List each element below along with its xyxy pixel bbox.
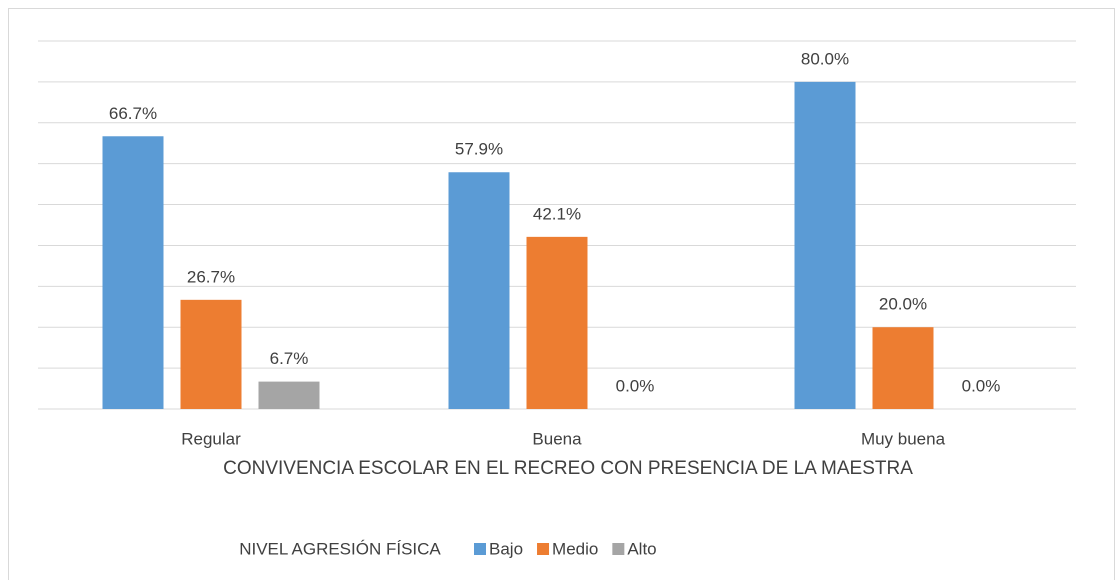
bar bbox=[180, 299, 242, 409]
data-label: 0.0% bbox=[962, 376, 1001, 395]
bar bbox=[102, 136, 164, 409]
data-label: 42.1% bbox=[533, 204, 581, 223]
data-label: 80.0% bbox=[801, 49, 849, 68]
chart-border bbox=[8, 8, 1115, 580]
x-axis-title: CONVIVENCIA ESCOLAR EN EL RECREO CON PRE… bbox=[223, 458, 913, 479]
data-label: 6.7% bbox=[270, 349, 309, 368]
bar bbox=[794, 81, 856, 409]
legend-label: Bajo bbox=[489, 539, 523, 558]
data-label: 66.7% bbox=[109, 104, 157, 123]
bar bbox=[258, 381, 320, 409]
bar bbox=[526, 236, 588, 409]
x-tick-label: Muy buena bbox=[861, 429, 946, 448]
x-tick-label: Buena bbox=[532, 429, 582, 448]
data-label: 0.0% bbox=[616, 376, 655, 395]
data-label: 57.9% bbox=[455, 140, 503, 159]
data-label: 26.7% bbox=[187, 267, 235, 286]
legend-swatch bbox=[612, 543, 625, 555]
legend-title: NIVEL AGRESIÓN FÍSICA bbox=[239, 539, 441, 558]
legend-label: Alto bbox=[627, 539, 656, 558]
legend-swatch bbox=[474, 543, 486, 555]
legend-swatch bbox=[537, 543, 550, 555]
bar bbox=[872, 327, 934, 409]
x-tick-label: Regular bbox=[181, 429, 241, 448]
legend-label: Medio bbox=[552, 539, 598, 558]
data-label: 20.0% bbox=[879, 295, 927, 314]
bar bbox=[448, 172, 510, 409]
